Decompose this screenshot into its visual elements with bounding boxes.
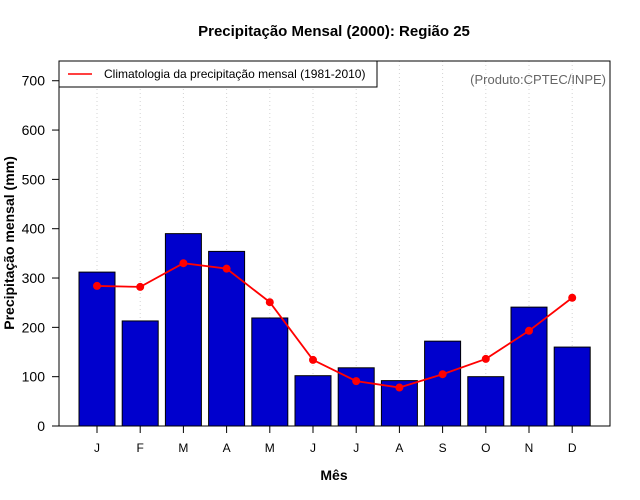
y-tick-label-500: 500 xyxy=(22,171,46,187)
bar-2 xyxy=(121,320,159,427)
legend-entry-climatology: Climatologia da precipitação mensal (198… xyxy=(104,67,365,81)
bar-11 xyxy=(510,306,548,427)
climatology-point-3 xyxy=(179,259,188,268)
y-tick-label-700: 700 xyxy=(22,73,46,89)
x-tick-label-11: N xyxy=(525,441,534,455)
y-tick-label-400: 400 xyxy=(22,221,46,237)
x-tick-label-4: A xyxy=(223,441,231,455)
climatology-point-7 xyxy=(352,377,361,386)
climatology-point-4 xyxy=(222,264,231,273)
climatology-point-1 xyxy=(93,281,101,290)
y-tick-label-600: 600 xyxy=(22,122,46,138)
bar-1 xyxy=(78,271,116,427)
source-annotation: (Produto:CPTEC/INPE) xyxy=(470,72,606,87)
climatology-line-layer xyxy=(93,259,577,392)
chart-title: Precipitação Mensal (2000): Região 25 xyxy=(198,23,470,40)
x-tick-label-10: O xyxy=(481,441,490,455)
bar-6 xyxy=(294,375,332,427)
y-axis-label: Precipitação mensal (mm) xyxy=(1,156,17,330)
legend-box xyxy=(58,60,378,88)
x-tick-label-8: A xyxy=(395,441,403,455)
y-axis: 0 100 200 300 400 500 600 700 xyxy=(22,73,59,434)
climatology-point-12 xyxy=(568,293,577,302)
x-tick-label-3: M xyxy=(178,441,188,455)
x-tick-label-6: J xyxy=(310,441,316,455)
bar-7 xyxy=(337,367,375,427)
bar-9 xyxy=(424,340,462,427)
x-tick-label-5: M xyxy=(265,441,275,455)
climatology-point-8 xyxy=(395,383,404,392)
climatology-point-10 xyxy=(481,354,490,363)
bar-10 xyxy=(467,376,505,427)
climatology-point-5 xyxy=(265,298,274,307)
x-tick-label-7: J xyxy=(353,441,359,455)
y-tick-label-200: 200 xyxy=(22,319,46,335)
bars-layer xyxy=(78,233,591,427)
bar-5 xyxy=(251,317,289,427)
climatology-point-9 xyxy=(438,370,447,379)
y-tick-label-100: 100 xyxy=(22,369,46,385)
x-tick-label-9: S xyxy=(439,441,447,455)
legend: Climatologia da precipitação mensal (198… xyxy=(58,60,378,88)
climatology-point-2 xyxy=(136,282,145,291)
x-axis-label: Mês xyxy=(320,467,347,483)
bar-12 xyxy=(553,346,591,427)
climatology-point-11 xyxy=(525,326,533,335)
y-tick-label-0: 0 xyxy=(37,418,45,434)
x-tick-label-2: F xyxy=(137,441,144,455)
x-tick-label-1: J xyxy=(94,441,100,455)
climatology-point-6 xyxy=(309,355,317,364)
y-tick-label-300: 300 xyxy=(22,270,46,286)
x-tick-label-12: D xyxy=(568,441,577,455)
climatology-line xyxy=(96,262,573,389)
